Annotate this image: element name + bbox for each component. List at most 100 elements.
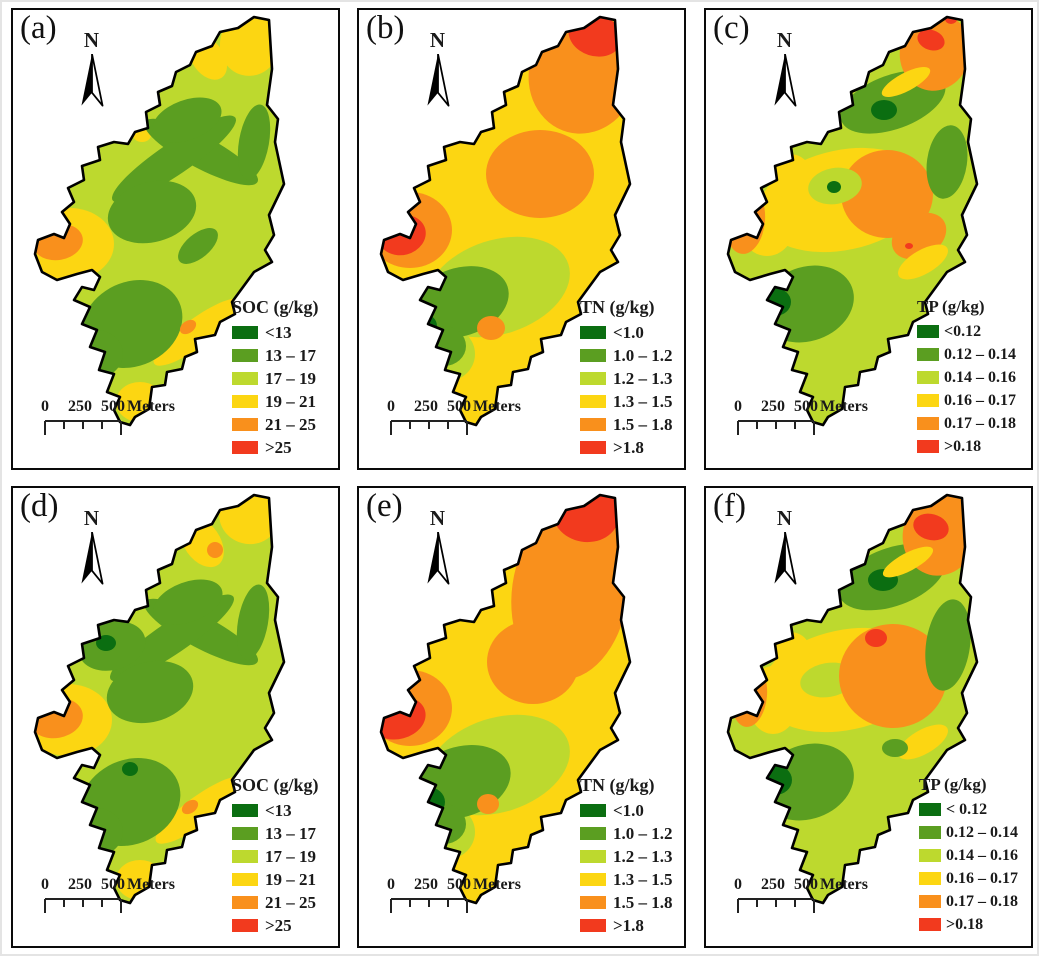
- legend-item-label: 0.14 – 0.16: [946, 846, 1018, 864]
- scale-bar-rule: [390, 898, 468, 913]
- legend-swatch: [232, 349, 258, 362]
- scale-unit-label: Meters: [127, 398, 175, 415]
- legend-item-label: 0.12 – 0.14: [944, 345, 1016, 363]
- north-arrow-icon: [774, 54, 797, 107]
- legend-item: 19 – 21: [232, 390, 319, 413]
- scale-unit-label: Meters: [820, 876, 868, 893]
- legend-swatch: [580, 919, 606, 932]
- legend-swatch: [232, 873, 258, 886]
- legend-title: TP (g/kg): [919, 775, 987, 794]
- legend-swatch: [580, 850, 606, 863]
- legend-item: <13: [232, 321, 319, 344]
- legend-item: 21 – 25: [232, 413, 319, 436]
- legend-swatch: [232, 850, 258, 863]
- scale-bar: 0 250 500 Meters: [38, 876, 218, 922]
- panel-border: [11, 486, 340, 948]
- legend-item-label: <0.12: [944, 322, 982, 340]
- legend-swatch: [919, 872, 941, 885]
- scale-bar-rule: [737, 420, 815, 435]
- legend-swatch: [580, 418, 606, 431]
- legend-item-label: >25: [265, 438, 292, 457]
- legend-swatch: [580, 395, 606, 408]
- legend-item: 1.0 – 1.2: [580, 822, 673, 845]
- panel-b: (b) N 0 250 500 Meters TN (g/kg) <1.0 1.0 – 1.2 1…: [348, 2, 695, 480]
- legend-item: 17 – 19: [232, 845, 319, 868]
- legend-item-label: >0.18: [946, 915, 984, 933]
- scale-tick-label: 250: [68, 876, 92, 893]
- legend-item: 0.17 – 0.18: [919, 890, 1018, 913]
- legend-item-label: 1.5 – 1.8: [613, 415, 673, 434]
- scale-tick-label: 500: [101, 398, 125, 415]
- legend-item: 0.17 – 0.18: [917, 412, 1016, 435]
- scale-tick-label: 0: [734, 398, 742, 415]
- legend-item-label: <13: [265, 801, 292, 820]
- legend-item: 1.0 – 1.2: [580, 344, 673, 367]
- scale-bar: 0 250 500 Meters: [384, 398, 564, 444]
- legend-item: <1.0: [580, 799, 673, 822]
- legend-swatch: [917, 440, 939, 453]
- scale-tick-label: 500: [447, 876, 471, 893]
- map-legend: TP (g/kg) < 0.12 0.12 – 0.14 0.14 – 0.16 0.1…: [919, 775, 1018, 936]
- legend-item-label: 19 – 21: [265, 870, 316, 889]
- scale-tick-label: 0: [41, 398, 49, 415]
- soil-map: [379, 493, 632, 905]
- scale-bar: 0 250 500 Meters: [731, 398, 911, 444]
- legend-item: >25: [232, 914, 319, 937]
- legend-swatch: [580, 441, 606, 454]
- panel-letter: (c): [713, 10, 750, 46]
- legend-item: 21 – 25: [232, 891, 319, 914]
- legend-swatch: [919, 826, 941, 839]
- scale-tick-label: 0: [41, 876, 49, 893]
- north-arrow-icon: [774, 532, 797, 585]
- north-arrow-icon: [427, 54, 450, 107]
- scale-tick-label: 0: [734, 876, 742, 893]
- legend-title: TN (g/kg): [580, 775, 655, 795]
- legend-item-label: 0.17 – 0.18: [946, 892, 1018, 910]
- legend-swatch: [917, 348, 939, 361]
- scale-tick-label: 500: [447, 398, 471, 415]
- legend-item-label: 1.0 – 1.2: [613, 824, 673, 843]
- north-label: N: [83, 506, 101, 530]
- scale-bar-rule: [44, 898, 122, 913]
- legend-swatch: [580, 827, 606, 840]
- scale-tick-label: 250: [68, 398, 92, 415]
- panel-d: (d) N 0 250 500 Meters SOC (g/kg) <13 13 – 17 17 …: [2, 480, 348, 958]
- panel-a: (a) N 0 250 500 Meters SOC (g/kg) <13 13 – 17 17 …: [2, 2, 348, 480]
- legend-swatch: [919, 803, 941, 816]
- legend-item-label: 1.5 – 1.8: [613, 893, 673, 912]
- legend-item: 1.3 – 1.5: [580, 390, 673, 413]
- legend-item-label: 1.2 – 1.3: [613, 847, 673, 866]
- legend-item-label: 1.3 – 1.5: [613, 392, 673, 411]
- legend-swatch: [917, 325, 939, 338]
- legend-item: 1.5 – 1.8: [580, 413, 673, 436]
- soil-map: [726, 15, 979, 427]
- north-arrow: N: [72, 30, 112, 108]
- map-legend: SOC (g/kg) <13 13 – 17 17 – 19 19 – 21 21 – 2…: [232, 297, 319, 459]
- legend-item-label: 19 – 21: [265, 392, 316, 411]
- legend-item: 1.2 – 1.3: [580, 367, 673, 390]
- legend-item-label: 0.16 – 0.17: [946, 869, 1018, 887]
- legend-swatch: [232, 441, 258, 454]
- legend-item: 1.5 – 1.8: [580, 891, 673, 914]
- legend-swatch: [580, 349, 606, 362]
- legend-item-label: <1.0: [613, 801, 644, 820]
- legend-item: >1.8: [580, 436, 673, 459]
- legend-item: 1.3 – 1.5: [580, 868, 673, 891]
- panel-letter: (b): [366, 10, 405, 46]
- north-arrow: N: [418, 508, 458, 586]
- legend-item-label: 17 – 19: [265, 847, 316, 866]
- legend-item: 0.16 – 0.17: [919, 867, 1018, 890]
- legend-item-label: 1.0 – 1.2: [613, 346, 673, 365]
- legend-swatch: [232, 372, 258, 385]
- scale-tick-label: 250: [414, 876, 438, 893]
- scale-tick-label: 500: [794, 876, 818, 893]
- legend-item-label: <1.0: [613, 323, 644, 342]
- legend-swatch: [919, 918, 941, 931]
- legend-swatch: [232, 827, 258, 840]
- panel-border: [357, 8, 686, 470]
- north-label: N: [776, 28, 794, 52]
- legend-item-label: 17 – 19: [265, 369, 316, 388]
- legend-item: >25: [232, 436, 319, 459]
- north-label: N: [83, 28, 101, 52]
